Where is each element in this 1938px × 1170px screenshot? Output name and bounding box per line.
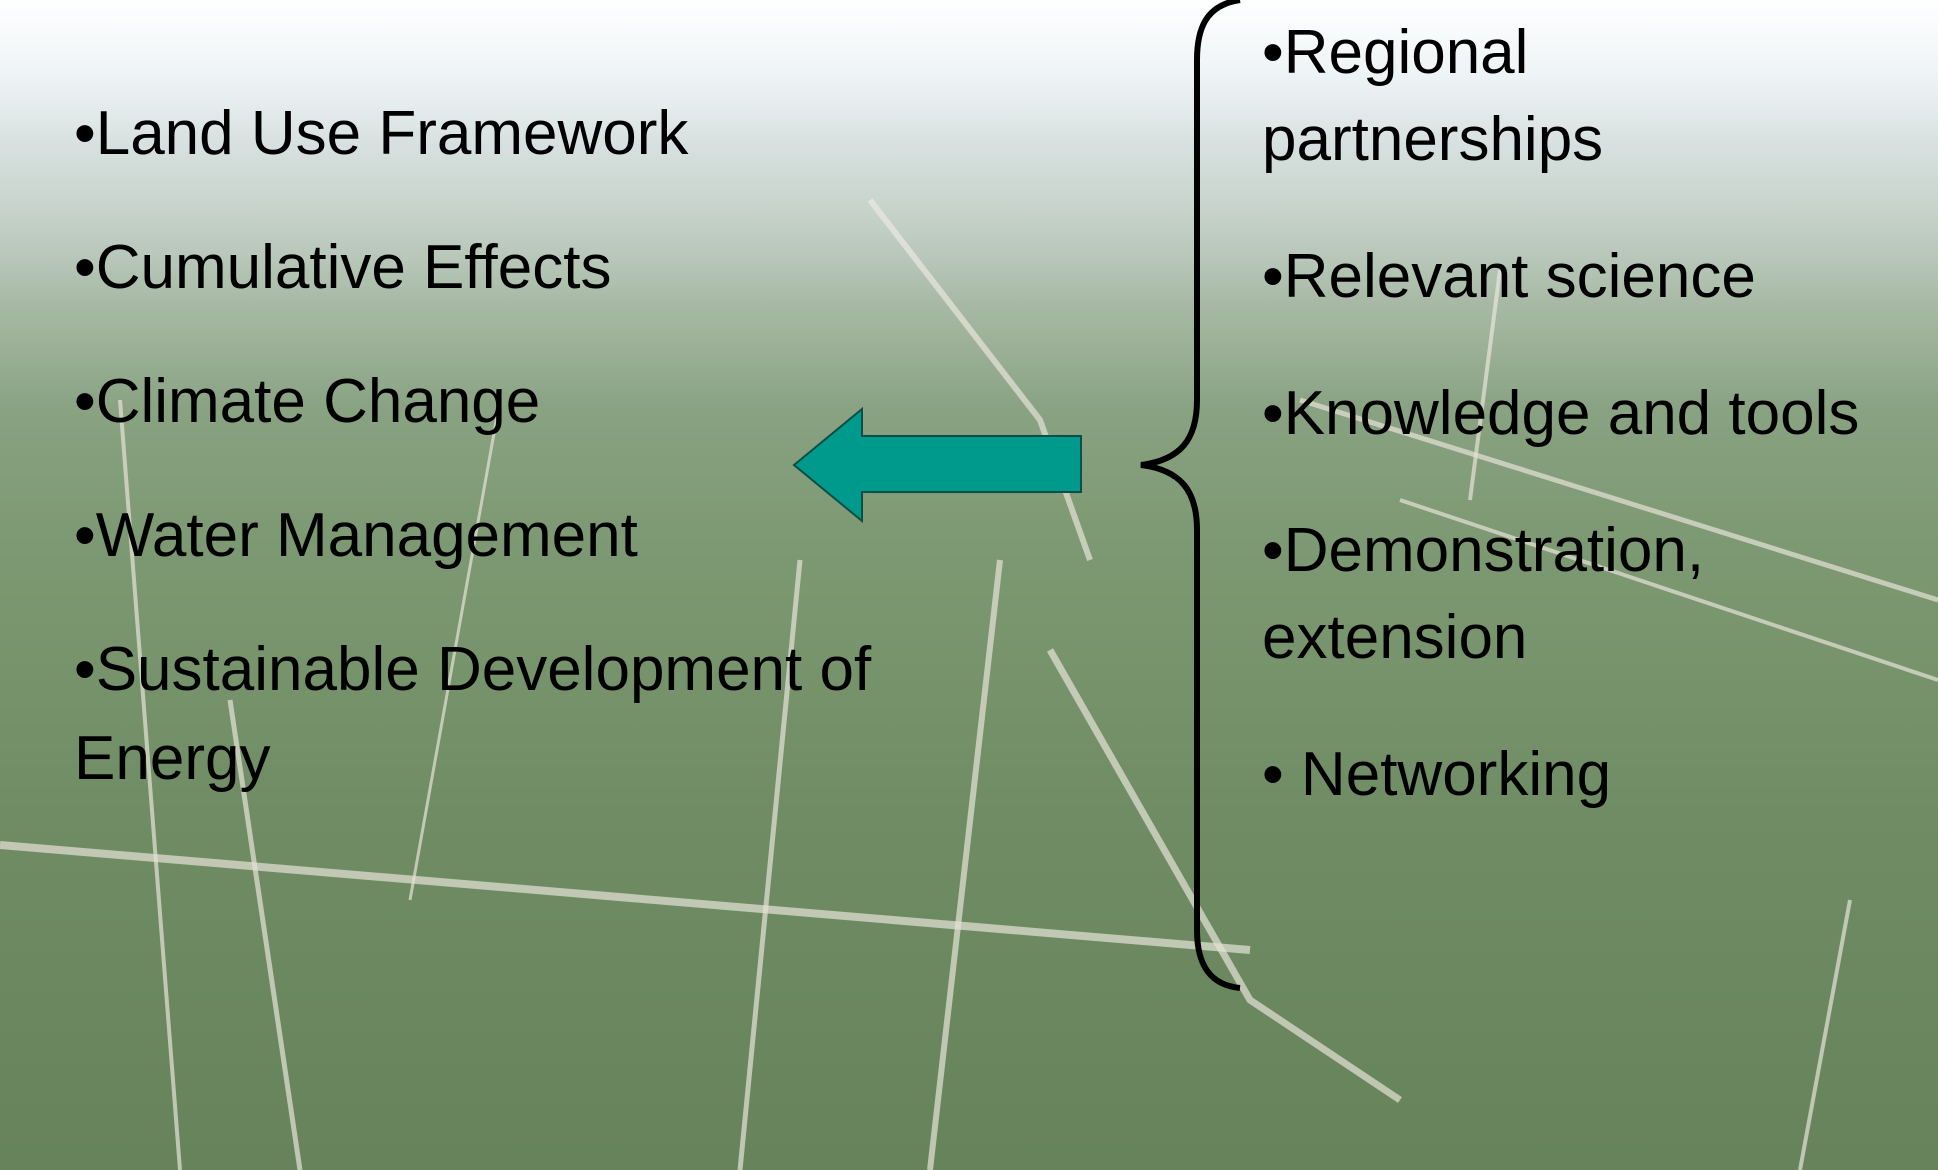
right-list: •Regional partnerships •Relevant science •… — [1262, 9, 1882, 868]
list-item: •Climate Change — [74, 357, 894, 446]
page: •Land Use Framework •Cumulative Effects •C… — [0, 0, 1938, 1170]
list-item: •Sustainable Development of Energy — [74, 625, 894, 803]
list-item: •Regional partnerships — [1262, 9, 1882, 183]
list-item: •Land Use Framework — [74, 89, 894, 178]
list-item: •Knowledge and tools — [1262, 370, 1882, 457]
list-item: •Cumulative Effects — [74, 223, 894, 312]
list-item: • Networking — [1262, 731, 1882, 818]
left-list: •Land Use Framework •Cumulative Effects •C… — [74, 89, 894, 848]
list-item: •Water Management — [74, 491, 894, 580]
list-item: •Relevant science — [1262, 233, 1882, 320]
slide: •Land Use Framework •Cumulative Effects •C… — [0, 0, 1938, 1170]
list-item: •Demonstration, extension — [1262, 507, 1882, 681]
